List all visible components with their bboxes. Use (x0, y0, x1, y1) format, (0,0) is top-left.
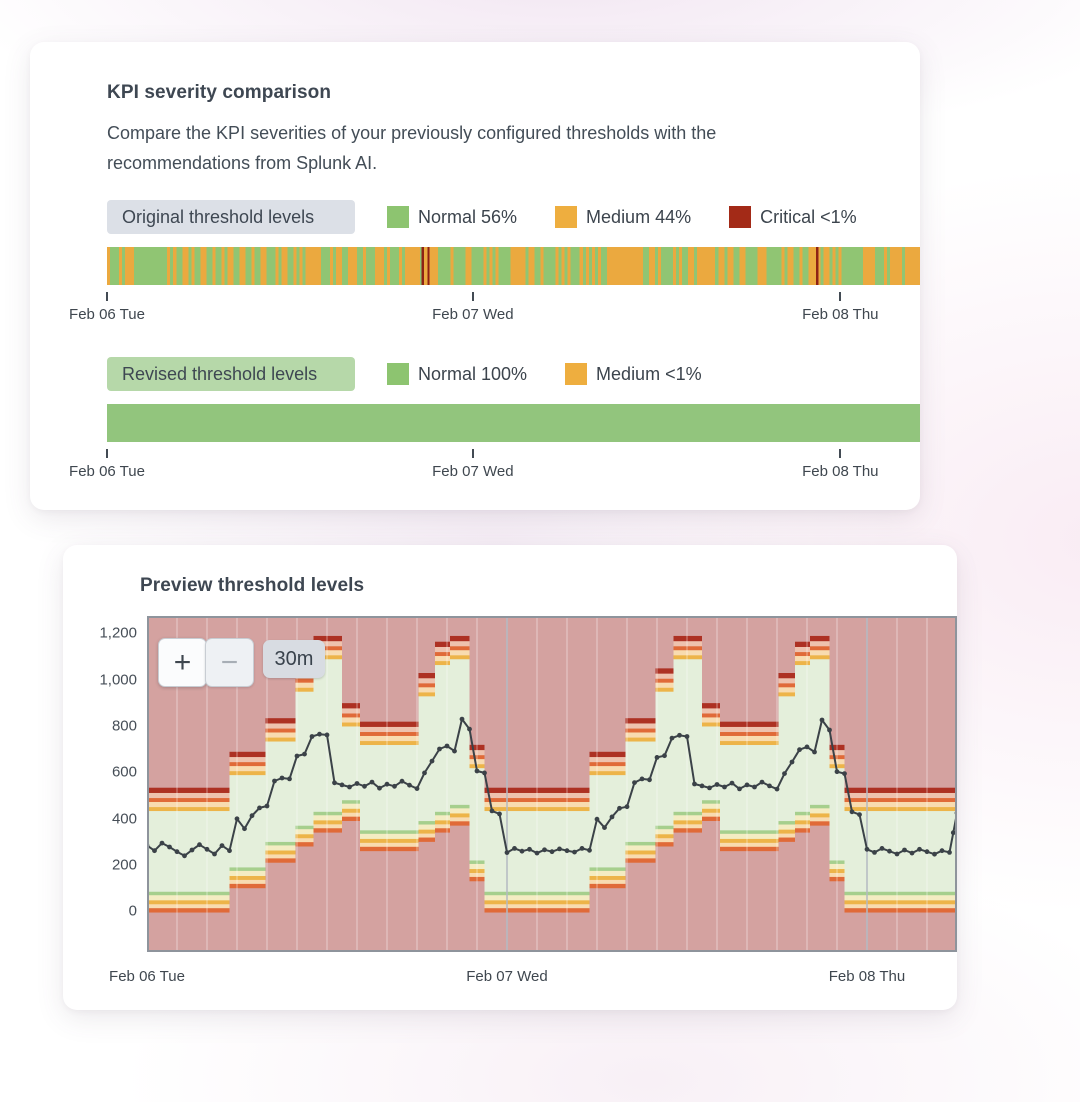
axis-tick (839, 292, 842, 301)
axis-label: Feb 08 Thu (802, 306, 879, 323)
legend-swatch-medium (555, 206, 578, 228)
original-threshold-badge: Original threshold levels (107, 200, 355, 234)
axis-label: Feb 06 Tue (69, 306, 145, 323)
y-axis-label: 800 (111, 717, 137, 735)
preview-y-axis: 1,200 1,000 800 600 400 200 0 (63, 616, 137, 952)
axis-tick (471, 292, 474, 301)
x-axis-label: Feb 07 Wed (466, 968, 548, 985)
plus-icon: + (173, 645, 192, 679)
preview-x-axis: Feb 06 Tue Feb 07 Wed Feb 08 Thu (109, 968, 957, 990)
kpi-comparison-description: Compare the KPI severities of your previ… (107, 123, 717, 173)
original-bar-svg (107, 247, 920, 285)
revised-bar-svg (107, 404, 920, 442)
threshold-preview-chart[interactable]: + − 30m (147, 616, 957, 952)
axis-label: Feb 06 Tue (69, 463, 145, 480)
minus-icon: − (220, 645, 239, 679)
zoom-controls: + − (158, 638, 254, 687)
preview-threshold-card: Preview threshold levels 1,200 1,000 800 60… (63, 545, 957, 1010)
y-axis-label: 600 (111, 763, 137, 781)
zoom-in-button[interactable]: + (158, 638, 207, 687)
legend-label: Medium <1% (596, 363, 702, 384)
legend-swatch-normal (387, 206, 409, 228)
legend-swatch-medium (565, 363, 588, 385)
preview-title: Preview threshold levels (140, 575, 365, 596)
revised-threshold-row: Revised threshold levels Normal 100% Medi… (107, 357, 920, 391)
legend-item-medium: Medium 44% (555, 206, 691, 228)
axis-label: Feb 07 Wed (432, 463, 514, 480)
legend-label: Medium 44% (586, 206, 692, 227)
axis-tick (471, 449, 474, 458)
legend-item-critical: Critical <1% (729, 206, 857, 228)
axis-label: Feb 08 Thu (802, 463, 879, 480)
revised-threshold-badge: Revised threshold levels (107, 357, 355, 391)
original-severity-bar (107, 247, 920, 285)
original-bar-axis: Feb 06 Tue Feb 07 Wed Feb 08 Thu (69, 290, 920, 324)
zoom-out-button[interactable]: − (205, 638, 254, 687)
kpi-severity-comparison-card: KPI severity comparison Compare the KPI … (30, 42, 920, 510)
y-axis-label: 200 (111, 856, 137, 874)
kpi-comparison-title: KPI severity comparison (107, 82, 332, 103)
legend-item-normal: Normal 56% (387, 206, 517, 228)
revised-severity-bar (107, 404, 920, 442)
threshold-preview-svg (147, 616, 957, 952)
original-legend: Normal 56% Medium 44% Critical <1% (387, 206, 857, 228)
revised-legend: Normal 100% Medium <1% (387, 363, 702, 385)
legend-label: Critical <1% (760, 206, 857, 227)
legend-swatch-critical (729, 206, 752, 228)
revised-bar-axis: Feb 06 Tue Feb 07 Wed Feb 08 Thu (69, 447, 920, 481)
legend-item-normal: Normal 100% (387, 363, 527, 385)
axis-tick (106, 449, 108, 458)
axis-tick (839, 449, 842, 458)
y-axis-label: 1,000 (99, 671, 137, 689)
legend-label: Normal 56% (418, 206, 518, 227)
interval-badge[interactable]: 30m (263, 640, 325, 678)
y-axis-label: 1,200 (99, 624, 137, 642)
original-threshold-row: Original threshold levels Normal 56% Medi… (107, 200, 920, 234)
y-axis-label: 0 (128, 902, 137, 920)
legend-label: Normal 100% (418, 363, 528, 384)
legend-item-medium: Medium <1% (565, 363, 702, 385)
legend-swatch-normal (387, 363, 409, 385)
x-axis-label: Feb 06 Tue (109, 968, 185, 985)
y-axis-label: 400 (111, 810, 137, 828)
axis-label: Feb 07 Wed (432, 306, 514, 323)
axis-tick (106, 292, 108, 301)
x-axis-label: Feb 08 Thu (828, 968, 906, 985)
